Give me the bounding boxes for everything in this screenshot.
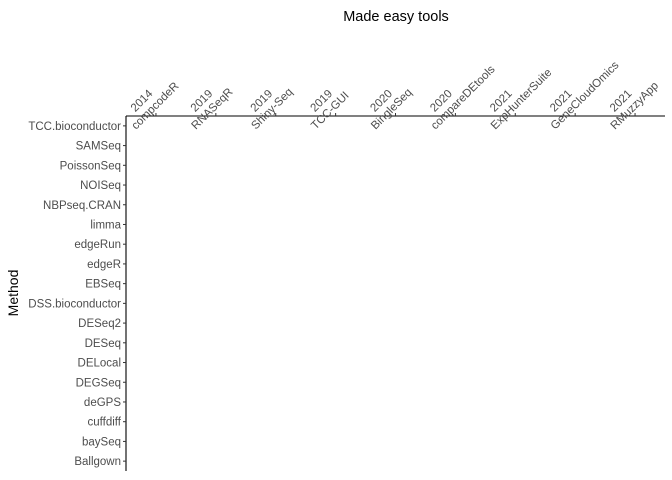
x-tick-label: 2019Shiny-Seq: [240, 77, 295, 132]
x-tick-label: 2014compcodeR: [120, 71, 181, 132]
y-tick-label: DEGSeq: [76, 377, 121, 389]
x-tick-label: 2020BingleSeq: [360, 77, 415, 132]
x-tick-label: 2019TCC-GUI: [300, 81, 352, 133]
y-tick-label: NBPseq.CRAN: [43, 200, 121, 212]
y-tick-label: deGPS: [84, 397, 121, 409]
y-tick-label: DSS.bioconductor: [28, 298, 121, 310]
x-tick-label: 2021GeneCloudOmics: [540, 50, 622, 132]
y-tick-label: limma: [90, 219, 121, 231]
y-tick-label: DELocal: [78, 358, 121, 370]
y-tick-label: cuffdiff: [88, 417, 122, 429]
x-tick-label: 2019RNASeqR: [180, 77, 235, 132]
x-tick-label: 2020compareDEtools: [420, 54, 498, 132]
y-tick-label: NOISeq: [80, 180, 121, 192]
y-tick-label: EBSeq: [85, 279, 121, 291]
y-tick-label: DESeq2: [78, 318, 121, 330]
y-tick-label: TCC.bioconductor: [28, 121, 121, 133]
y-tick-label: edgeRun: [74, 239, 121, 251]
chart-title: Made easy tools: [343, 9, 449, 25]
y-tick-label: edgeR: [87, 259, 121, 271]
y-tick-label: Ballgown: [74, 456, 121, 468]
y-tick-label: PoissonSeq: [60, 160, 121, 172]
y-tick-label: DESeq: [85, 338, 121, 350]
y-axis-title: Method: [5, 270, 21, 317]
y-tick-label: baySeq: [82, 436, 121, 448]
y-tick-label: SAMSeq: [76, 141, 121, 153]
